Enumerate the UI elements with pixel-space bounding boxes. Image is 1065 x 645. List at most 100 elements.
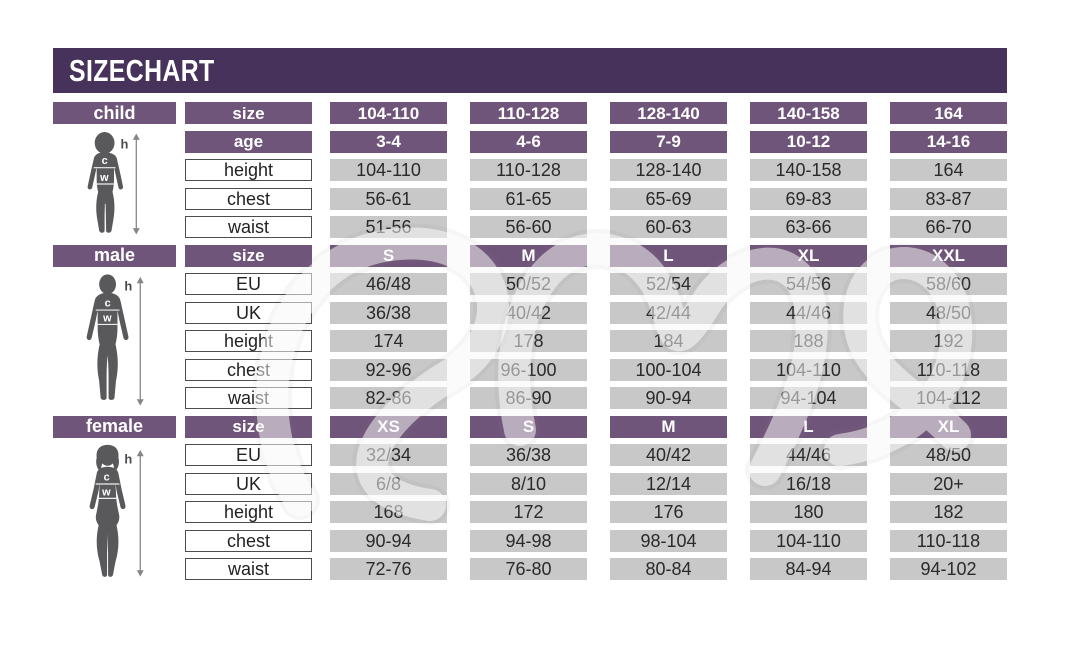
- value-cell: 46/48: [330, 273, 447, 295]
- row-header-label: size: [185, 244, 312, 267]
- row-child-chest: chest 56-61 61-65 65-69 69-83 83-87: [185, 187, 1007, 210]
- size-header-cell: XL: [890, 415, 1007, 438]
- value-cell: 16/18: [750, 472, 867, 495]
- height-arrow-label: h: [124, 278, 132, 293]
- row-child-size: size 104-110 110-128 128-140 140-158 164: [185, 102, 1007, 124]
- value-cell: 90-94: [330, 529, 447, 552]
- size-header-cell: 164: [890, 102, 1007, 124]
- value-cell: 182: [890, 501, 1007, 523]
- value-cell: 32/34: [330, 444, 447, 466]
- value-cell: 60-63: [610, 216, 727, 238]
- value-cell: 63-66: [750, 216, 867, 238]
- height-arrow-label: h: [120, 136, 128, 151]
- child-silhouette-svg: h c w: [87, 132, 140, 235]
- value-cell: 90-94: [610, 387, 727, 409]
- waist-label: w: [101, 486, 111, 498]
- row-male-EU: EU 46/48 50/52 52/54 54/56 58/60: [185, 273, 1007, 295]
- size-header-cell: 128-140: [610, 102, 727, 124]
- value-cell: 172: [470, 501, 587, 523]
- value-cell: 86-90: [470, 387, 587, 409]
- value-cell: 110-118: [890, 358, 1007, 381]
- row-female-size: size XS S M L XL: [185, 415, 1007, 438]
- value-cell: 48/50: [890, 301, 1007, 324]
- value-cell: 128-140: [610, 159, 727, 181]
- value-cell: 82-86: [330, 387, 447, 409]
- row-label: UK: [185, 472, 312, 495]
- value-cell: 98-104: [610, 529, 727, 552]
- value-cell: 96-100: [470, 358, 587, 381]
- height-arrow-label: h: [124, 451, 132, 466]
- size-header-cell: S: [330, 244, 447, 267]
- size-header-cell: L: [750, 415, 867, 438]
- child-figure: h c w: [53, 130, 176, 238]
- value-cell: 36/38: [330, 301, 447, 324]
- value-cell: 192: [890, 330, 1007, 352]
- row-male-height: height 174 178 184 188 192: [185, 330, 1007, 352]
- value-cell: 44/46: [750, 301, 867, 324]
- value-cell: 65-69: [610, 187, 727, 210]
- section-female: female h c w size XS S M L XL EU 32/34 36/38 40/4…: [53, 415, 1007, 580]
- size-header-cell: 110-128: [470, 102, 587, 124]
- size-header-cell: S: [470, 415, 587, 438]
- chest-label: c: [101, 155, 107, 167]
- value-cell: 188: [750, 330, 867, 352]
- row-male-UK: UK 36/38 40/42 42/44 44/46 48/50: [185, 301, 1007, 324]
- row-label: chest: [185, 529, 312, 552]
- value-cell: 56-60: [470, 216, 587, 238]
- row-child-waist: waist 51-56 56-60 60-63 63-66 66-70: [185, 216, 1007, 238]
- row-label: EU: [185, 273, 312, 295]
- value-cell: 54/56: [750, 273, 867, 295]
- size-header-cell: M: [470, 244, 587, 267]
- size-header-cell: 14-16: [890, 130, 1007, 153]
- value-cell: 184: [610, 330, 727, 352]
- row-header-label: size: [185, 102, 312, 124]
- value-cell: 61-65: [470, 187, 587, 210]
- value-cell: 72-76: [330, 558, 447, 580]
- size-header-cell: 4-6: [470, 130, 587, 153]
- male-silhouette-svg: h c w: [86, 273, 144, 406]
- value-cell: 40/42: [610, 444, 727, 466]
- value-cell: 50/52: [470, 273, 587, 295]
- size-header-cell: XL: [750, 244, 867, 267]
- section-male: male h c w size S M L XL XXL EU 46/48 50/52 52/54…: [53, 244, 1007, 410]
- value-cell: 20+: [890, 472, 1007, 495]
- waist-label: w: [102, 312, 112, 324]
- value-cell: 42/44: [610, 301, 727, 324]
- value-cell: 84-94: [750, 558, 867, 580]
- size-header-cell: M: [610, 415, 727, 438]
- value-cell: 178: [470, 330, 587, 352]
- value-cell: 104-112: [890, 387, 1007, 409]
- size-header-cell: 3-4: [330, 130, 447, 153]
- male-figure: h c w: [53, 273, 176, 410]
- value-cell: 36/38: [470, 444, 587, 466]
- size-header-cell: 10-12: [750, 130, 867, 153]
- value-cell: 69-83: [750, 187, 867, 210]
- page-title: SIZE CHART: [69, 52, 215, 88]
- row-female-waist: waist 72-76 76-80 80-84 84-94 94-102: [185, 558, 1007, 580]
- size-header-cell: 104-110: [330, 102, 447, 124]
- value-cell: 40/42: [470, 301, 587, 324]
- value-cell: 52/54: [610, 273, 727, 295]
- value-cell: 94-102: [890, 558, 1007, 580]
- gender-label-male: male: [53, 244, 176, 267]
- value-cell: 110-128: [470, 159, 587, 181]
- row-child-height: height 104-110 110-128 128-140 140-158 164: [185, 159, 1007, 181]
- row-male-size: size S M L XL XXL: [185, 244, 1007, 267]
- value-cell: 8/10: [470, 472, 587, 495]
- row-label: height: [185, 159, 312, 181]
- value-cell: 164: [890, 159, 1007, 181]
- value-cell: 140-158: [750, 159, 867, 181]
- row-label: waist: [185, 216, 312, 238]
- value-cell: 51-56: [330, 216, 447, 238]
- size-header-cell: 140-158: [750, 102, 867, 124]
- value-cell: 76-80: [470, 558, 587, 580]
- value-cell: 104-110: [750, 358, 867, 381]
- value-cell: 92-96: [330, 358, 447, 381]
- row-female-UK: UK 6/8 8/10 12/14 16/18 20+: [185, 472, 1007, 495]
- row-male-chest: chest 92-96 96-100 100-104 104-110 110-118: [185, 358, 1007, 381]
- row-label: EU: [185, 444, 312, 466]
- value-cell: 58/60: [890, 273, 1007, 295]
- value-cell: 12/14: [610, 472, 727, 495]
- row-female-chest: chest 90-94 94-98 98-104 104-110 110-118: [185, 529, 1007, 552]
